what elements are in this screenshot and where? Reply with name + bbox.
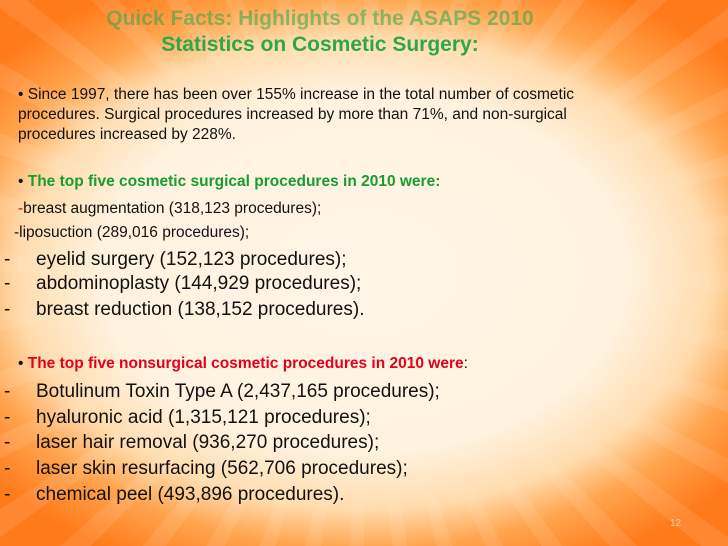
list-item: -breast augmentation (318,123 procedures… [18,200,321,218]
dash-marker: - [4,273,11,294]
dash-marker: - [4,458,11,479]
surgical-heading-text: The top five cosmetic surgical procedure… [27,173,441,190]
list-item: -liposuction (289,016 procedures); [14,224,249,242]
intro-line-3: procedures increased by 228%. [18,126,236,143]
list-item-text: Botulinum Toxin Type A (2,437,165 proced… [36,381,440,402]
list-item-text: chemical peel (493,896 procedures). [36,484,345,505]
intro-line-1: • Since 1997, there has been over 155% i… [18,86,574,104]
title-line-1: Quick Facts: Highlights of the ASAPS 201… [106,7,534,30]
dash-marker: - [4,432,11,453]
heading-colon: : [463,355,468,372]
list-item: - laser hair removal (936,270 procedures… [4,432,379,454]
dash-marker: - [18,200,24,217]
bullet-icon: • [18,173,24,190]
surgical-heading: • The top five cosmetic surgical procedu… [18,173,440,191]
intro-line-2: procedures. Surgical procedures increase… [18,106,567,123]
dash-marker: - [4,381,11,402]
nonsurgical-heading-text: The top five nonsurgical cosmetic proced… [27,355,464,372]
list-item: - abdominoplasty (144,929 procedures); [4,273,361,295]
dash-marker: - [4,299,11,320]
title-line-2: Statistics on Cosmetic Surgery: [161,33,479,56]
list-item: - breast reduction (138,152 procedures). [4,299,364,321]
list-item: - laser skin resurfacing (562,706 proced… [4,458,408,480]
list-item: - eyelid surgery (152,123 procedures); [4,249,347,271]
dash-marker: - [14,224,20,241]
dash-marker: - [4,249,11,270]
list-item-text: liposuction (289,016 procedures); [19,224,250,241]
list-item: - chemical peel (493,896 procedures). [4,484,344,506]
page-number: 12 [670,518,682,529]
nonsurgical-heading: • The top five nonsurgical cosmetic proc… [18,355,468,373]
list-item-text: laser skin resurfacing (562,706 procedur… [36,458,408,479]
list-item-text: breast reduction (138,152 procedures). [36,299,365,320]
bullet-icon: • [18,86,24,103]
intro-text-1: Since 1997, there has been over 155% inc… [27,86,575,103]
list-item-text: laser hair removal (936,270 procedures); [36,432,380,453]
dash-marker: - [4,407,11,428]
bullet-icon: • [18,355,24,372]
list-item: - Botulinum Toxin Type A (2,437,165 proc… [4,381,440,403]
list-item-text: abdominoplasty (144,929 procedures); [36,273,362,294]
dash-marker: - [4,484,11,505]
list-item: - hyaluronic acid (1,315,121 procedures)… [4,407,371,429]
list-item-text: breast augmentation (318,123 procedures)… [23,200,322,217]
list-item-text: eyelid surgery (152,123 procedures); [36,249,347,270]
list-item-text: hyaluronic acid (1,315,121 procedures); [36,407,371,428]
slide-title: Quick Facts: Highlights of the ASAPS 201… [60,6,580,58]
